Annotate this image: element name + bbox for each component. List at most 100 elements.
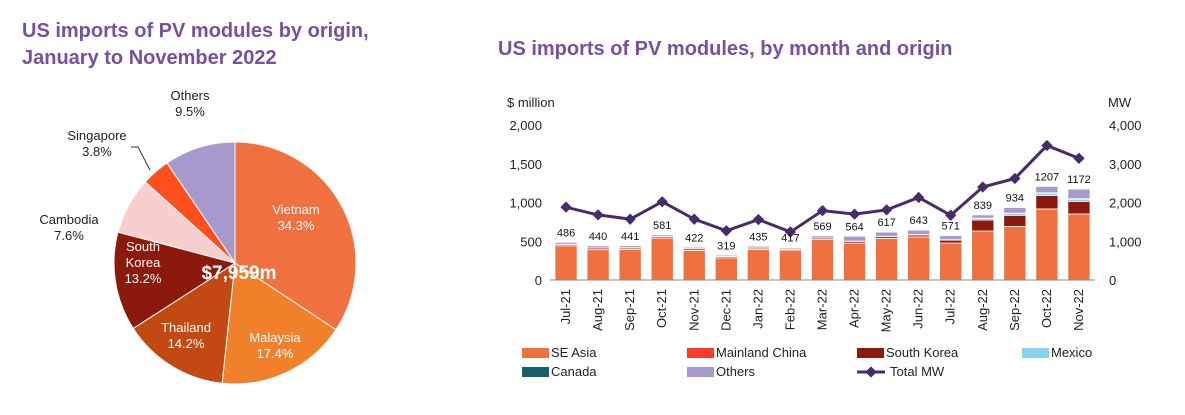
bar-total-label: 564 [845,221,863,233]
x-axis-tick: Nov-22 [1071,289,1086,331]
bar-segment-mexico [1067,199,1091,202]
pie-label-name: South [126,239,160,254]
pie-label-value: 3.8% [82,144,112,159]
legend-item-mexico: Mexico [1022,345,1092,360]
bar-segment-se-asia [747,249,770,281]
x-axis-tick: Jan-22 [750,289,765,329]
x-axis-tick: Oct-21 [654,289,669,328]
pie-slice-malaysia [221,262,337,385]
pie-leader-line [131,146,151,171]
total-mw-point [688,213,700,225]
pie-center-total: $7,959m [201,263,276,284]
x-axis-tick: Sep-21 [622,289,637,331]
bar-segment-south-korea [1035,195,1059,210]
legend-swatch [522,348,549,358]
bar-total-label: 422 [685,232,703,244]
bar-segment-others [586,245,610,249]
pie-slice-others [166,141,236,265]
bar-total-label: 571 [942,221,960,233]
bar-segment-others [1067,188,1091,199]
pie-slice-south-korea [113,231,237,330]
bar-chart-title: US imports of PV modules, by month and o… [498,38,953,60]
bar-segment-se-asia [875,238,898,281]
bar-segment-se-asia [715,257,738,281]
left-axis-tick: 500 [520,234,542,249]
legend-label: SE Asia [551,345,597,360]
legend-swatch [687,367,714,377]
bar-segment-se-asia [650,237,674,281]
total-mw-point [816,204,829,217]
bar-segment-se-asia [811,239,834,281]
pie-label-value: 13.2% [125,271,162,286]
bar-total-label: 1207 [1035,171,1059,183]
legend-label: South Korea [886,345,959,360]
total-mw-line [565,143,1080,234]
legend-item-total-mw: Total MW [857,364,945,379]
right-axis-tick: 0 [1109,273,1116,288]
x-axis-tick: Jul-22 [943,289,958,324]
bar-segment-others [875,231,898,237]
x-axis-tick: Aug-22 [975,289,990,331]
bar-segment-others [650,234,674,237]
right-axis-tick: 2,000 [1109,196,1142,211]
total-mw-point [945,209,957,221]
pie-label-name: Malaysia [249,330,301,345]
right-axis-tick: 3,000 [1109,157,1142,172]
pie-label-name: Others [170,88,210,103]
right-axis-tick: 1,000 [1109,234,1142,249]
x-axis-tick: Nov-21 [686,289,701,331]
bar-segment-others [779,247,802,250]
legend: SE Asia Mainland China South Korea Mexico Ca… [522,345,1092,379]
pie-label-value: 17.4% [257,346,294,361]
total-mw-point [848,208,861,220]
left-axis-tick: 2,000 [509,118,542,133]
x-axis-tick: Apr-22 [847,289,862,328]
x-axis-tick: Oct-22 [1039,289,1054,328]
bar-segment-se-asia [907,236,930,281]
total-mw-point [880,204,893,216]
legend-label: Mainland China [716,345,807,360]
x-axis-tick: Jun-22 [911,289,926,329]
bar-total-label: 569 [813,221,831,233]
bar-segment-se-asia [779,249,802,281]
bar-segment-se-asia [682,250,706,281]
bar-total-label: 435 [749,231,767,243]
legend-swatch-marker [865,366,877,378]
bar-total-label: 934 [1006,193,1024,205]
pie-label-name: Korea [126,255,161,270]
x-axis-tick: May-22 [879,289,894,332]
bar-segment-se-asia [618,249,642,281]
bar-total-label: 839 [974,200,992,212]
right-axis-tick: 4,000 [1109,118,1142,133]
legend-item-canada: Canada [522,364,597,379]
bar-total-label: 417 [781,233,799,245]
bar-total-label: 617 [877,217,895,229]
pie-chart-title-line1: US imports of PV modules by origin, [22,20,369,42]
total-mw-point [784,226,797,238]
bar-segment-others [811,235,834,239]
legend-label: Total MW [890,364,945,379]
legend-item-south-korea: South Korea [857,345,959,360]
left-axis-tick: 1,500 [509,157,542,172]
legend-swatch [687,348,714,358]
pie-label-name: Thailand [161,320,211,335]
bar-segment-se-asia [586,249,610,281]
legend-item-others: Others [687,364,756,379]
bar-total-label: 1172 [1067,174,1091,186]
pie-chart-title-line2: January to November 2022 [22,47,277,69]
bar-total-label: 319 [717,240,735,252]
total-mw-point [1041,139,1053,152]
pie-label-name: Singapore [67,128,126,143]
total-mw-point [977,181,989,193]
total-mw-point [656,196,668,208]
bar-total-label: 441 [621,231,639,243]
bar-segment-mexico [1035,193,1059,196]
bar-segment-others [939,235,963,240]
bar-segment-others [682,247,706,249]
bar-segment-others [843,235,866,242]
pie-label-value: 14.2% [168,336,205,351]
